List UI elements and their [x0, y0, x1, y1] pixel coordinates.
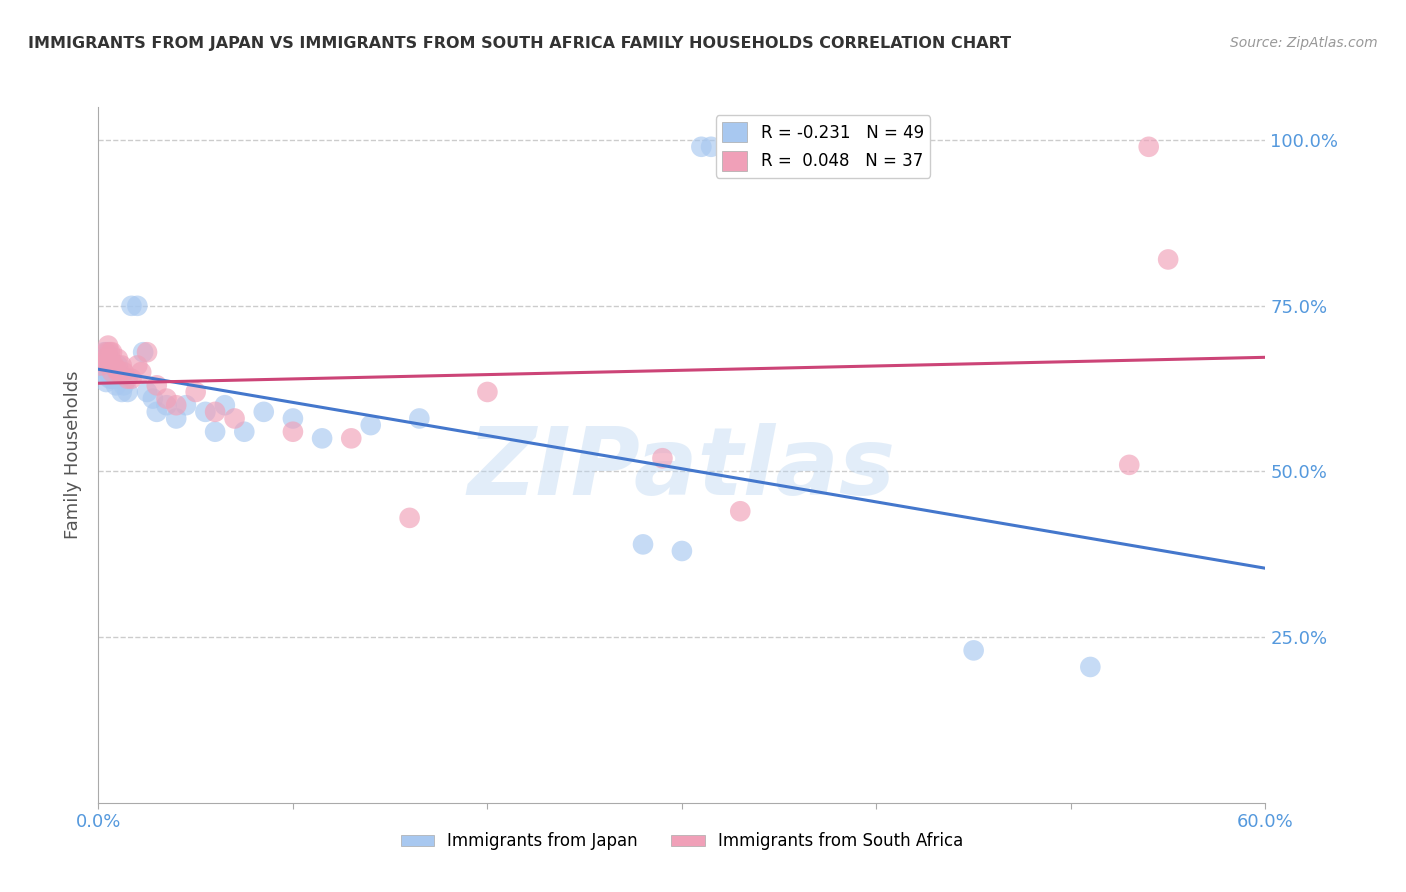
Point [360, 418, 382, 433]
Point [121, 299, 143, 313]
Point [671, 544, 693, 558]
Point [142, 392, 165, 406]
Point [97, 359, 120, 373]
Point [155, 392, 177, 406]
Point [730, 504, 752, 518]
Point [155, 398, 177, 412]
Point [104, 378, 127, 392]
Point [93, 351, 115, 366]
Point [146, 405, 169, 419]
Point [146, 378, 169, 392]
Point [93, 368, 115, 383]
Point [224, 411, 246, 425]
Point [281, 411, 304, 425]
Point [127, 359, 149, 373]
Point [132, 345, 155, 359]
Point [962, 643, 984, 657]
Point [108, 365, 131, 379]
Point [136, 345, 159, 359]
Point [96, 345, 118, 359]
Point [204, 425, 226, 439]
Point [114, 372, 136, 386]
Point [104, 368, 127, 383]
Point [700, 140, 723, 154]
Point [1118, 458, 1140, 472]
Point [253, 405, 276, 419]
Point [233, 425, 256, 439]
Point [101, 345, 124, 359]
Point [129, 365, 152, 379]
Point [136, 384, 159, 399]
Point [101, 365, 124, 379]
Text: ZIPatlas: ZIPatlas [468, 423, 896, 515]
Point [98, 351, 121, 366]
Point [121, 372, 143, 386]
Point [184, 384, 207, 399]
Point [96, 359, 118, 373]
Point [112, 365, 135, 379]
Point [89, 359, 111, 373]
Point [98, 345, 121, 359]
Point [103, 359, 125, 373]
Point [108, 372, 131, 386]
Point [103, 372, 125, 386]
Point [107, 365, 129, 379]
Point [117, 384, 139, 399]
Point [165, 411, 187, 425]
Point [1137, 140, 1160, 154]
Point [97, 338, 120, 352]
Point [204, 405, 226, 419]
Point [281, 425, 304, 439]
Text: Source: ZipAtlas.com: Source: ZipAtlas.com [1230, 36, 1378, 50]
Point [477, 384, 499, 399]
Point [98, 372, 121, 386]
Point [398, 511, 420, 525]
Point [104, 361, 127, 376]
Point [97, 365, 120, 379]
Point [112, 378, 135, 392]
Legend: Immigrants from Japan, Immigrants from South Africa: Immigrants from Japan, Immigrants from S… [394, 826, 970, 857]
Point [408, 411, 430, 425]
Point [194, 405, 217, 419]
Point [98, 361, 121, 376]
Point [690, 140, 713, 154]
Point [96, 375, 118, 389]
Point [107, 351, 129, 366]
Point [340, 431, 363, 445]
Point [1157, 252, 1180, 267]
Point [117, 372, 139, 386]
Point [111, 384, 134, 399]
Point [91, 359, 114, 373]
Point [165, 398, 187, 412]
Point [127, 299, 149, 313]
Point [91, 355, 114, 369]
Point [107, 359, 129, 373]
Text: IMMIGRANTS FROM JAPAN VS IMMIGRANTS FROM SOUTH AFRICA FAMILY HOUSEHOLDS CORRELAT: IMMIGRANTS FROM JAPAN VS IMMIGRANTS FROM… [28, 36, 1011, 51]
Point [214, 398, 236, 412]
Point [1080, 660, 1102, 674]
Point [107, 365, 129, 379]
Point [103, 361, 125, 376]
Point [174, 398, 197, 412]
Y-axis label: Family Households: Family Households [65, 371, 83, 539]
Point [89, 359, 111, 373]
Point [101, 372, 124, 386]
Point [651, 451, 673, 466]
Point [311, 431, 333, 445]
Point [111, 359, 134, 373]
Point [631, 537, 654, 551]
Point [101, 359, 124, 373]
Point [97, 345, 120, 359]
Point [97, 355, 120, 369]
Point [93, 345, 115, 359]
